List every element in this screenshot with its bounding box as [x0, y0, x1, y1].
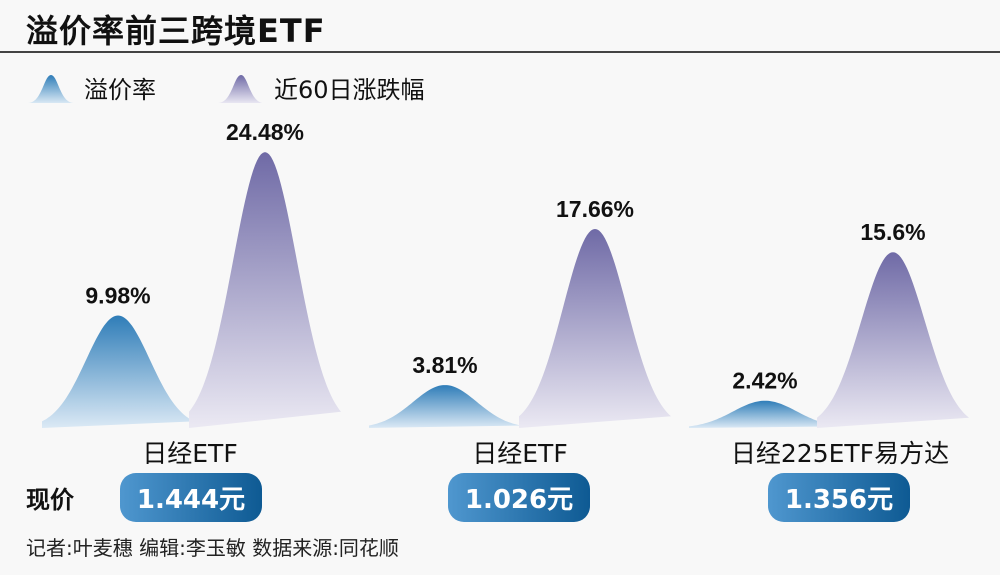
bell-mark [369, 385, 521, 428]
data-label: 3.81% [412, 352, 477, 378]
data-label: 17.66% [556, 196, 634, 222]
price-pill: 1.356元 [768, 473, 910, 522]
price-pill: 1.444元 [120, 473, 262, 522]
legend-swatch-premium [28, 74, 74, 103]
legend-label: 溢价率 [84, 76, 156, 104]
data-label: 9.98% [85, 283, 150, 309]
data-label: 15.6% [860, 219, 925, 245]
bell-mark [817, 252, 969, 428]
category-label: 日经ETF [142, 439, 237, 468]
category-label: 日经ETF [472, 439, 567, 468]
category-label: 日经225ETF易方达 [731, 439, 949, 468]
data-label: 2.42% [732, 368, 797, 394]
price-pill: 1.026元 [448, 473, 590, 522]
page-title: 溢价率前三跨境ETF [26, 12, 326, 50]
legend-item-change60: 近60日涨跌幅 [218, 70, 425, 105]
price-label: 现价 [26, 486, 74, 514]
legend-item-premium: 溢价率 [28, 70, 156, 105]
bell-mark [42, 315, 194, 428]
bell-mark [689, 400, 841, 428]
data-label: 24.48% [226, 119, 304, 145]
title-divider [0, 51, 1000, 53]
credits-footer: 记者:叶麦穗 编辑:李玉敏 数据来源:同花顺 [26, 536, 399, 560]
bell-mark [189, 152, 341, 428]
bell-mark [519, 229, 671, 428]
legend-label: 近60日涨跌幅 [274, 76, 425, 104]
legend-swatch-change60 [218, 74, 264, 103]
